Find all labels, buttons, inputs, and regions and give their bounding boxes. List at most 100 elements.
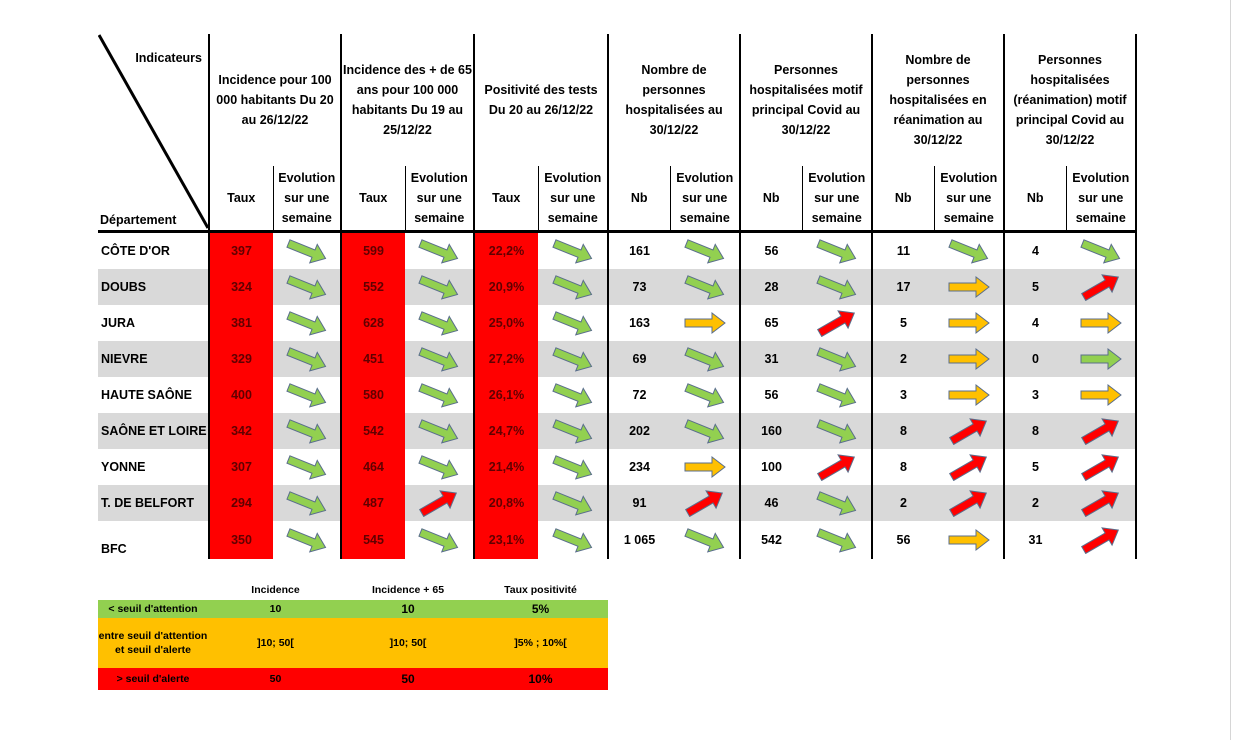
rate-value: 21,4%	[473, 449, 538, 485]
trend-up-arrow-icon	[1080, 527, 1119, 554]
trend-up-arrow-icon	[1080, 490, 1119, 517]
trend-flat-arrow-icon	[684, 311, 726, 335]
group-header-hospitalized-covid: Personnes hospitalisées motif principal …	[739, 34, 872, 166]
evolution-cell	[1066, 413, 1137, 449]
corner-indicators-label: Indicateurs	[135, 51, 202, 65]
trend-down-arrow-icon	[815, 347, 856, 372]
subheader-evolution: Evolution sur une semaine	[933, 166, 1004, 233]
trend-down-arrow-icon	[551, 275, 592, 300]
table-row: JURA 381 628 25,0% 163 65 5 4	[98, 305, 1137, 341]
corner-department-label: Département	[100, 213, 177, 227]
evolution-cell	[670, 521, 740, 559]
trend-flat-arrow-icon	[1080, 347, 1122, 371]
evolution-cell	[405, 377, 474, 413]
evolution-cell	[538, 521, 608, 559]
evolution-cell	[1066, 449, 1137, 485]
count-value: 46	[739, 485, 802, 521]
evolution-cell	[1066, 269, 1137, 305]
legend-header-incidence: Incidence	[208, 580, 343, 600]
evolution-cell	[1066, 305, 1137, 341]
evolution-cell	[802, 521, 872, 559]
count-value: 91	[607, 485, 670, 521]
table-row: HAUTE SAÔNE 400 580 26,1% 72 56 3 3	[98, 377, 1137, 413]
department-name: JURA	[101, 316, 136, 330]
count-value: 2	[1003, 485, 1066, 521]
count-value: 1 065	[607, 521, 670, 559]
evolution-cell	[273, 485, 341, 521]
evolution-cell	[670, 449, 740, 485]
rate-value: 294	[208, 485, 273, 521]
count-value: 17	[871, 269, 934, 305]
evolution-cell	[405, 232, 474, 270]
count-value: 11	[871, 231, 934, 269]
rate-value: 24,7%	[473, 413, 538, 449]
trend-up-arrow-icon	[948, 490, 987, 517]
legend-label-above-alert: > seuil d'alerte	[98, 668, 208, 690]
evolution-cell	[538, 232, 608, 270]
trend-down-arrow-icon	[683, 528, 724, 553]
table-row: NIEVRE 329 451 27,2% 69 31 2 0	[98, 341, 1137, 377]
evolution-cell	[934, 341, 1004, 377]
trend-down-arrow-icon	[947, 239, 988, 264]
evolution-cell	[670, 232, 740, 270]
rate-value: 464	[340, 449, 405, 485]
department-name: YONNE	[101, 460, 146, 474]
trend-down-arrow-icon	[418, 347, 459, 372]
evolution-cell	[405, 485, 474, 521]
rate-value: 25,0%	[473, 305, 538, 341]
trend-down-arrow-icon	[683, 383, 724, 408]
department-name: DOUBS	[98, 269, 209, 305]
trend-down-arrow-icon	[551, 528, 592, 553]
department-name: BFC	[101, 542, 127, 556]
subheader-evolution: Evolution sur une semaine	[1065, 166, 1137, 233]
trend-down-arrow-icon	[285, 419, 326, 444]
subheader-taux: Taux	[473, 166, 538, 233]
count-value: 100	[739, 449, 802, 485]
group-header-incidence-65: Incidence des + de 65 ans pour 100 000 h…	[340, 34, 474, 166]
department-name: T. DE BELFORT	[98, 485, 209, 521]
rate-value: 26,1%	[473, 377, 538, 413]
evolution-cell	[1066, 341, 1137, 377]
count-value: 163	[607, 305, 670, 341]
count-value: 202	[607, 413, 670, 449]
evolution-cell	[1066, 521, 1137, 559]
legend-corner	[98, 580, 208, 600]
trend-down-arrow-icon	[418, 455, 459, 480]
trend-down-arrow-icon	[815, 528, 856, 553]
evolution-cell	[934, 449, 1004, 485]
trend-up-arrow-icon	[684, 490, 723, 517]
subheader-evolution: Evolution sur une semaine	[272, 166, 341, 233]
rate-value: 307	[208, 449, 273, 485]
trend-down-arrow-icon	[551, 419, 592, 444]
count-value: 65	[739, 305, 802, 341]
evolution-cell	[934, 305, 1004, 341]
trend-down-arrow-icon	[815, 491, 856, 516]
rate-value: 542	[340, 413, 405, 449]
evolution-cell	[802, 485, 872, 521]
legend-value: 50	[343, 668, 473, 690]
trend-down-arrow-icon	[285, 239, 326, 264]
trend-down-arrow-icon	[815, 239, 856, 264]
evolution-cell	[273, 413, 341, 449]
trend-down-arrow-icon	[418, 275, 459, 300]
evolution-cell	[802, 305, 872, 341]
evolution-cell	[273, 269, 341, 305]
count-value: 8	[871, 413, 934, 449]
count-value: 5	[1003, 269, 1066, 305]
trend-down-arrow-icon	[285, 311, 326, 336]
evolution-cell	[273, 232, 341, 270]
trend-down-arrow-icon	[551, 311, 592, 336]
rate-value: 580	[340, 377, 405, 413]
rate-value: 20,9%	[473, 269, 538, 305]
threshold-legend: Incidence Incidence + 65 Taux positivité…	[98, 580, 608, 690]
trend-down-arrow-icon	[551, 455, 592, 480]
rate-value: 487	[340, 485, 405, 521]
count-value: 73	[607, 269, 670, 305]
count-value: 28	[739, 269, 802, 305]
subheader-evolution: Evolution sur une semaine	[537, 166, 608, 233]
table-row: T. DE BELFORT 294 487 20,8% 91 46 2 2	[98, 485, 1137, 521]
rate-value: 451	[340, 341, 405, 377]
table-row: YONNE 307 464 21,4% 234 100 8 5	[98, 449, 1137, 485]
rate-value: 27,2%	[473, 341, 538, 377]
count-value: 4	[1003, 231, 1066, 269]
